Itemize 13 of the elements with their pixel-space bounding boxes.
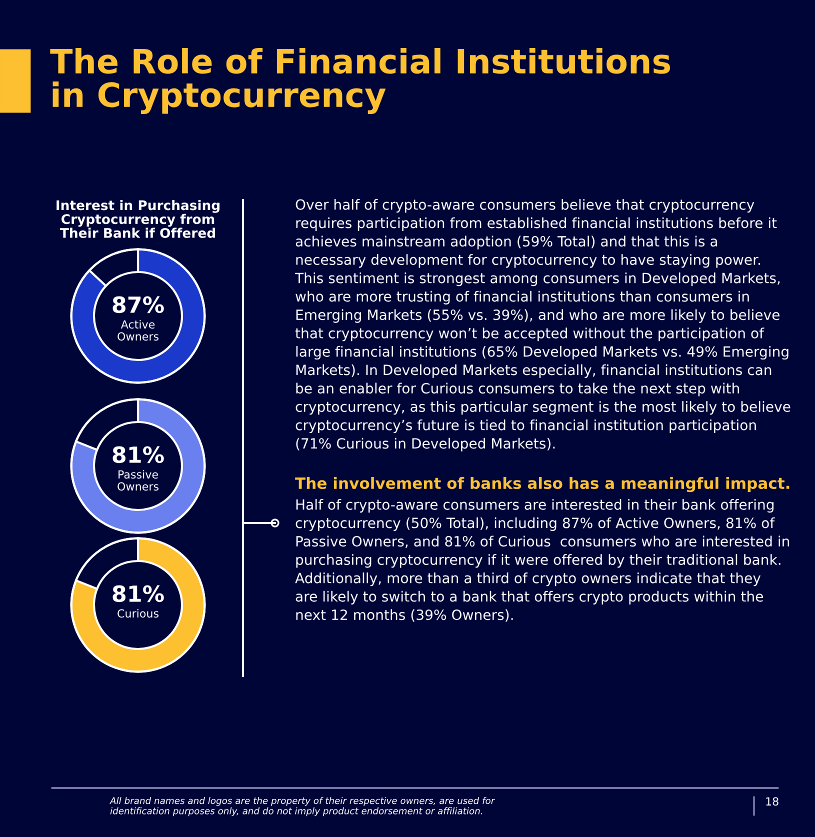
data-label: 81%	[112, 446, 164, 464]
text: Over half of crypto-aware consumers believe that cryptocurrency requires participation from established financial institutions before it achieves mainstream adoption (59% Total) and that this is a necessary development for cryptocurrency to have staying power. This sentiment is strongest among consumers in Developed Markets, who are more trusting of financial institutions than consumers in Emerging Markets (55% vs. 39%), and who are more likely to believe that cryptocurrency won’t be accepted without the participation of large financial institutions (65% Developed Markets vs. 49% Emerging Markets). In Developed Markets especially, financial institutions can be an enabler for Curious consumers to take the next step with cryptocurrency, as this particular segment is the most likely to believe cryptocurrency’s future is tied to financial institution participation (71% Curious in Developed Markets).	[294, 199, 790, 452]
data-label: 87%	[112, 296, 164, 314]
text: Half of crypto-aware consumers are interested in their bank offering cryptocurrency (50% Total), including 87% of Active Owners, 81% of Passive Owners, and 81% of Curious consumers who are interested in purchasing cryptocurrency if it were offered by their traditional bank. Additionally, more than a third of crypto owners indicate that they are likely to switch to a bank that offers crypto products within the next 12 months (39% Owners).	[295, 499, 790, 622]
slice-label: Active Owners	[118, 320, 158, 341]
text: The involvement of banks also has a meaningful impact.	[295, 477, 790, 492]
text: All brand names and logos are the property of their respective owners, are used for identification purposes only, and do not imply product endorsement or affiliation.	[110, 797, 496, 816]
text: The Role of Financial Institutions in Cryptocurrency	[50, 48, 670, 114]
slice-label: Passive Owners	[118, 470, 158, 491]
text: 18	[766, 797, 778, 806]
chart-title: Interest in Purchasing Cryptocurrency from Their Bank if Offered	[56, 200, 220, 238]
slice-label: Curious	[118, 609, 158, 618]
data-label: 81%	[112, 585, 164, 602]
